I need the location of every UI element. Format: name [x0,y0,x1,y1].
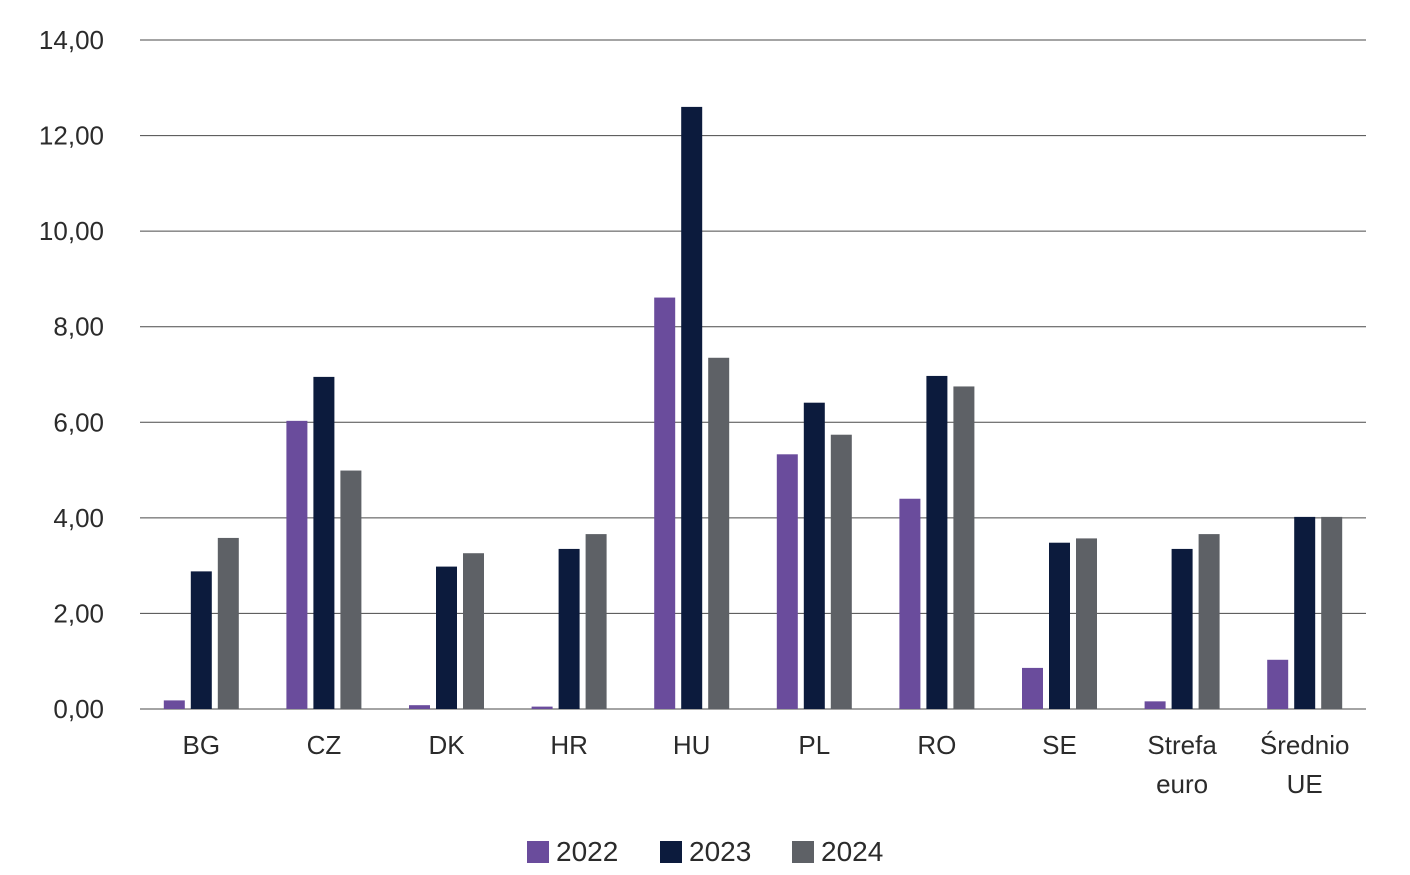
bar-2024-se [1076,538,1097,709]
x-category-label: Średnio [1260,730,1350,760]
x-category-label: BG [183,730,221,760]
bar-2024-bg [217,537,239,709]
x-category-label: PL [798,730,830,760]
y-tick-label: 0,00 [53,694,104,724]
bar-2022-ro [899,498,921,709]
x-category-label: SE [1042,730,1077,760]
y-tick-label: 2,00 [53,598,104,628]
bar-2024-cz [340,470,362,709]
bar-2022-cz [286,420,308,709]
bar-2024-średnio-ue [1321,516,1343,709]
bar-2023-średnio-ue [1294,516,1316,709]
y-tick-label: 12,00 [39,121,104,151]
legend-label-2022: 2022 [556,836,618,867]
y-axis-ticks: 0,00 2,00 4,00 6,00 8,00 10,00 12,00 14,00 [39,25,104,724]
y-tick-label: 8,00 [53,312,104,342]
x-category-label: RO [917,730,956,760]
x-category-label: HR [550,730,588,760]
bar-2022-dk [409,705,430,709]
bar-2022-se [1022,667,1043,709]
legend-swatch-2023 [660,841,682,863]
bar-2024-pl [830,434,852,709]
x-category-label: UE [1287,769,1323,799]
bar-2023-se [1049,542,1070,709]
bar-2024-hu [708,357,730,709]
legend-swatch-2024 [792,841,814,863]
y-tick-label: 6,00 [53,407,104,437]
legend-swatch-2022 [527,841,549,863]
bar-2022-strefa-euro [1144,701,1166,709]
x-category-label: CZ [307,730,342,760]
bar-2022-bg [163,700,185,709]
bar-2024-strefa-euro [1198,534,1220,709]
legend-label-2024: 2024 [821,836,883,867]
y-tick-label: 4,00 [53,503,104,533]
bar-2022-hu [654,297,676,709]
bar-2023-ro [926,375,948,709]
x-category-label: DK [428,730,465,760]
x-category-label: HU [673,730,711,760]
bar-2022-hr [531,706,553,709]
x-category-label: Strefa [1147,730,1217,760]
bar-2023-bg [190,571,212,709]
bar-2024-ro [953,386,975,709]
bar-2023-strefa-euro [1171,548,1193,709]
bars [163,106,1343,709]
legend: 2022 2023 2024 [527,836,883,867]
bar-2023-cz [313,376,335,709]
y-tick-label: 10,00 [39,216,104,246]
bar-2023-hu [681,106,703,709]
bar-2022-pl [776,454,798,709]
x-axis-category-labels: BG CZ DK HR HU PL RO SE Strefa euro Średnio UE [183,730,1350,799]
y-tick-label: 14,00 [39,25,104,55]
bar-2023-dk [436,566,457,709]
bar-2023-hr [558,548,580,709]
x-category-label: euro [1156,769,1208,799]
legend-label-2023: 2023 [689,836,751,867]
bar-2023-pl [803,402,825,709]
bar-2022-średnio-ue [1267,659,1289,709]
bar-2024-hr [585,534,607,709]
bar-2024-dk [463,553,484,709]
